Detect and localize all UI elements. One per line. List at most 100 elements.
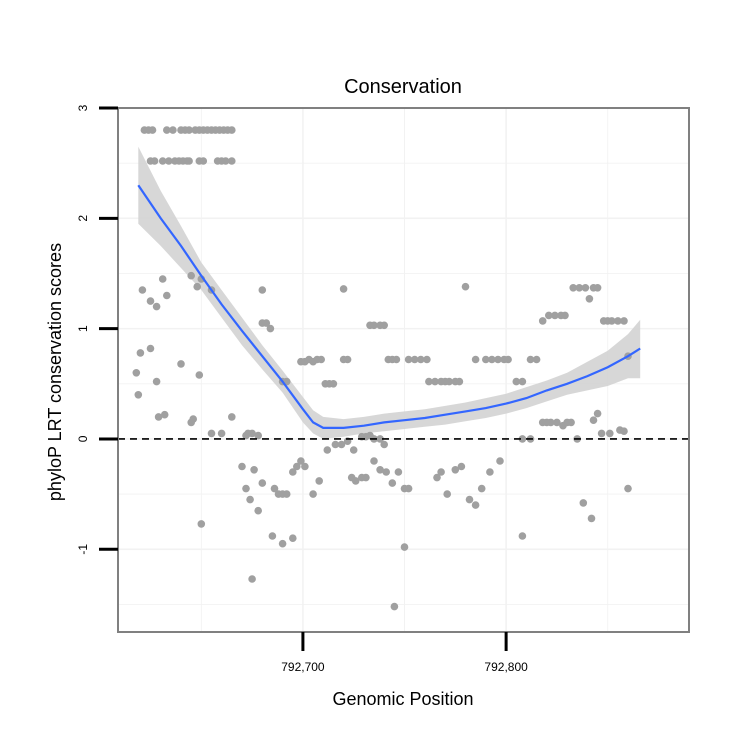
confidence-band	[138, 146, 641, 439]
data-point	[329, 380, 338, 388]
data-point	[579, 499, 588, 507]
data-point	[404, 355, 413, 364]
data-point	[553, 418, 561, 427]
data-point	[457, 462, 466, 471]
data-point	[270, 484, 279, 493]
data-point	[394, 468, 403, 476]
data-point	[417, 355, 425, 364]
data-point	[593, 409, 602, 418]
data-point	[228, 126, 236, 134]
data-point	[289, 534, 297, 542]
data-point	[606, 429, 614, 438]
data-point	[376, 466, 384, 474]
data-point	[158, 275, 167, 283]
data-point	[496, 457, 504, 465]
y-axis-label: phyloP LRT conservation scores	[45, 243, 65, 501]
data-point	[538, 317, 547, 325]
data-point	[443, 490, 452, 498]
y-tick-label: 1	[76, 325, 90, 332]
data-point	[150, 157, 159, 165]
data-point	[185, 126, 193, 134]
data-point	[518, 532, 527, 540]
data-point	[158, 157, 167, 165]
data-point	[301, 462, 309, 471]
data-point	[486, 468, 494, 476]
data-point	[266, 324, 275, 333]
data-point	[370, 321, 378, 330]
data-point	[547, 418, 555, 427]
data-point	[593, 284, 602, 292]
data-point	[518, 435, 527, 443]
y-tick-label: 2	[76, 215, 90, 222]
y-axis: -1 0 1 2 3	[76, 104, 118, 555]
data-point	[154, 413, 163, 421]
data-point	[134, 391, 143, 399]
data-point	[382, 468, 391, 476]
data-point	[193, 282, 201, 291]
chart-title: Conservation	[344, 76, 462, 98]
data-point	[185, 157, 193, 165]
data-point	[293, 462, 301, 471]
data-point	[165, 157, 173, 165]
data-point	[268, 532, 277, 540]
data-point	[258, 286, 267, 294]
data-point	[189, 415, 197, 423]
data-point	[242, 484, 250, 493]
data-point	[195, 371, 204, 379]
data-point	[254, 431, 262, 440]
y-tick-label: -1	[76, 544, 90, 555]
data-point	[343, 355, 352, 364]
data-point	[187, 271, 195, 280]
data-points	[132, 126, 632, 611]
data-point	[351, 477, 360, 485]
data-point	[289, 468, 297, 476]
data-point	[282, 490, 291, 498]
data-point	[138, 286, 147, 294]
data-point	[152, 377, 161, 386]
data-point	[197, 520, 206, 528]
data-point	[246, 495, 254, 504]
data-point	[575, 284, 584, 292]
data-point	[309, 490, 317, 498]
y-tick-label: 0	[76, 435, 90, 442]
confidence-band-group	[138, 146, 641, 439]
data-point	[248, 429, 256, 438]
data-point	[221, 157, 230, 165]
data-point	[431, 377, 439, 386]
data-point	[250, 466, 258, 474]
smooth-line-group	[137, 184, 641, 429]
data-point	[132, 369, 141, 377]
x-tick-label: 792,800	[484, 660, 528, 674]
data-point	[323, 446, 332, 454]
data-point	[561, 311, 569, 320]
data-point	[380, 440, 389, 449]
data-point	[585, 295, 594, 303]
data-point	[146, 344, 155, 353]
data-point	[437, 468, 445, 476]
data-point	[589, 416, 598, 425]
data-point	[404, 484, 413, 493]
data-point	[390, 602, 399, 611]
data-point	[207, 429, 216, 438]
data-point	[392, 355, 401, 364]
data-point	[445, 377, 454, 386]
data-point	[620, 427, 628, 436]
data-point	[228, 413, 236, 421]
data-point	[331, 440, 340, 449]
data-point	[532, 355, 541, 364]
data-point	[567, 418, 575, 427]
data-point	[455, 377, 464, 386]
data-point	[248, 575, 256, 583]
panel-border	[117, 107, 690, 633]
data-point	[258, 479, 267, 487]
data-point	[465, 495, 474, 504]
data-point	[488, 355, 496, 364]
data-point	[136, 349, 145, 357]
data-point	[380, 321, 389, 330]
data-point	[317, 355, 326, 364]
data-point	[146, 297, 155, 305]
data-point	[581, 284, 590, 292]
data-point	[177, 360, 185, 368]
data-point	[518, 377, 527, 386]
